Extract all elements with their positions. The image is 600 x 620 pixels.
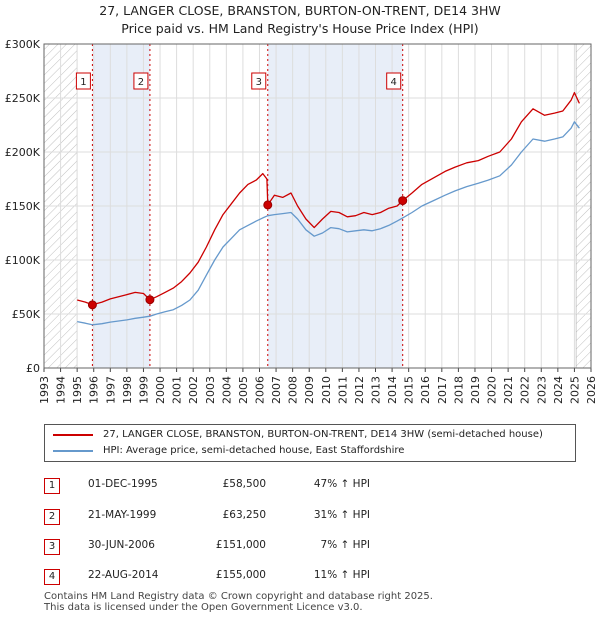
transaction-price: £58,500	[222, 478, 266, 490]
x-tick-label: 2010	[320, 376, 333, 404]
x-tick-label: 2016	[419, 376, 432, 404]
sale-marker-label-2: 2	[138, 77, 144, 88]
transaction-date: 22-AUG-2014	[88, 569, 159, 581]
transaction-hpi-change: 11% ↑ HPI	[313, 569, 370, 581]
sale-point-2	[145, 295, 155, 305]
plot-frame	[43, 43, 592, 369]
sale-marker-label-1: 1	[80, 77, 86, 88]
transaction-number: 3	[44, 539, 60, 555]
y-tick-label: £200K	[5, 146, 41, 159]
transaction-price: £155,000	[215, 569, 266, 581]
x-tick-label: 2018	[452, 376, 465, 404]
x-tick-label: 1996	[88, 376, 101, 404]
y-tick-label: £100K	[5, 254, 41, 267]
transaction-price: £151,000	[215, 539, 266, 551]
sale-marker-box-4	[386, 72, 402, 90]
x-tick-label: 2005	[237, 376, 250, 404]
x-tick-label: 1993	[38, 376, 51, 404]
sale-marker-label-3: 3	[256, 77, 262, 88]
x-tick-label: 2021	[502, 376, 515, 404]
x-tick-label: 2008	[287, 376, 300, 404]
x-tick-label: 2025	[568, 376, 581, 404]
x-tick-label: 2006	[253, 376, 266, 404]
legend-item-hpi: HPI: Average price, semi-detached house,…	[53, 445, 404, 456]
y-tick-label: £150K	[5, 200, 41, 213]
footer-copyright: Contains HM Land Registry data © Crown c…	[44, 591, 433, 602]
legend-label-hpi: HPI: Average price, semi-detached house,…	[103, 445, 405, 456]
transaction-hpi-change: 31% ↑ HPI	[313, 509, 370, 521]
x-tick-label: 2022	[519, 376, 532, 404]
chart-legend: 27, LANGER CLOSE, BRANSTON, BURTON-ON-TR…	[44, 424, 576, 462]
x-tick-label: 1995	[71, 376, 84, 404]
legend-swatch-hpi	[53, 449, 93, 452]
price-chart: 1 2 3 4 £0 £50K £100K £150K £200K £250K £300K 1993…	[5, 38, 598, 404]
x-tick-label: 2002	[187, 376, 200, 404]
transaction-number: 4	[44, 569, 60, 585]
y-tick-label: £0	[26, 362, 40, 375]
legend-label-property: 27, LANGER CLOSE, BRANSTON, BURTON-ON-TR…	[103, 429, 543, 440]
x-tick-label: 2024	[552, 376, 565, 404]
x-tick-label: 2013	[370, 376, 383, 404]
x-tick-label: 2014	[386, 376, 399, 404]
sale-point-4	[398, 196, 408, 206]
x-tick-label: 1997	[104, 376, 117, 404]
sale-marker-label-4: 4	[391, 77, 397, 88]
x-tick-label: 2009	[303, 376, 316, 404]
sale-marker-box-2	[133, 72, 149, 90]
sale-point-1	[87, 300, 97, 310]
chart-subtitle: Price paid vs. HM Land Registry's House …	[121, 21, 479, 36]
transaction-date: 01-DEC-1995	[88, 478, 158, 490]
x-tick-label: 2007	[270, 376, 283, 404]
legend-swatch-property	[53, 433, 93, 436]
footer: Contains HM Land Registry data © Crown c…	[44, 591, 433, 613]
transaction-hpi-change: 7% ↑ HPI	[320, 539, 370, 551]
x-tick-label: 2019	[469, 376, 482, 404]
x-tick-label: 2015	[403, 376, 416, 404]
x-tick-label: 2004	[220, 376, 233, 404]
x-tick-label: 1999	[137, 376, 150, 404]
sale-point-3	[263, 200, 273, 210]
transaction-date: 30-JUN-2006	[88, 539, 155, 551]
x-tick-label: 2026	[585, 376, 598, 404]
transaction-hpi-change: 47% ↑ HPI	[313, 478, 370, 490]
x-tick-label: 2000	[154, 376, 167, 404]
x-tick-label: 2017	[436, 376, 449, 404]
x-tick-label: 2020	[486, 376, 499, 404]
transaction-number: 2	[44, 509, 60, 525]
x-tick-label: 2012	[353, 376, 366, 404]
sale-marker-box-1	[75, 72, 91, 90]
x-tick-label: 2001	[171, 376, 184, 404]
footer-license: This data is licensed under the Open Gov…	[44, 602, 363, 613]
sale-marker-box-3	[251, 72, 267, 90]
x-tick-label: 2003	[204, 376, 217, 404]
x-tick-label: 2011	[336, 376, 349, 404]
hpi-series-line	[77, 121, 580, 326]
chart-title: 27, LANGER CLOSE, BRANSTON, BURTON-ON-TR…	[99, 3, 501, 18]
property-series-line	[77, 91, 580, 306]
y-tick-label: £300K	[5, 38, 41, 51]
y-tick-label: £250K	[5, 92, 41, 105]
x-tick-label: 2023	[535, 376, 548, 404]
transaction-number: 1	[44, 478, 60, 494]
x-tick-label: 1998	[121, 376, 134, 404]
transaction-date: 21-MAY-1999	[88, 509, 157, 521]
transaction-price: £63,250	[222, 509, 266, 521]
y-tick-label: £50K	[12, 308, 41, 321]
legend-item-property: 27, LANGER CLOSE, BRANSTON, BURTON-ON-TR…	[53, 429, 543, 440]
x-tick-label: 1994	[55, 376, 68, 404]
